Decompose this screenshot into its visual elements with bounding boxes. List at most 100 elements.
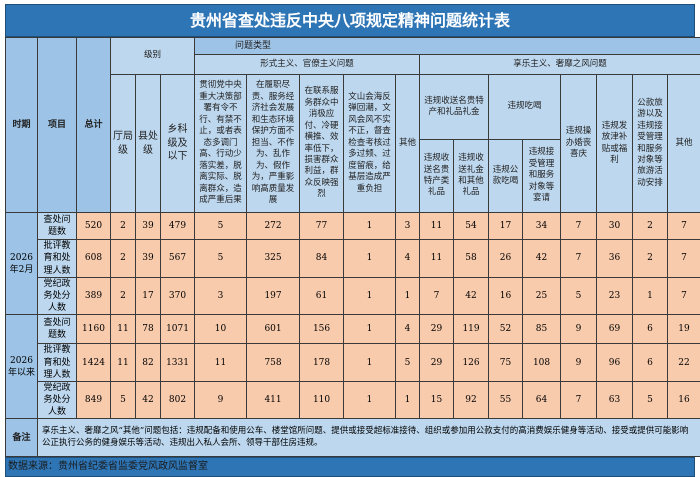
value-cell: 92 (454, 381, 489, 418)
value-cell: 7 (561, 213, 597, 240)
value-cell: 36 (597, 240, 633, 278)
value-cell: 17 (136, 278, 161, 315)
header-gift-group: 违规收送名贵特产和礼品礼金 (420, 75, 489, 140)
value-cell: 2 (633, 240, 668, 278)
value-cell: 758 (247, 344, 300, 381)
value-cell: 29 (420, 344, 454, 381)
header-meal-col-1: 违规公款吃喝 (489, 140, 523, 213)
header-formalism: 形式主义、官僚主义问题 (195, 55, 420, 75)
header-level-township: 乡科级及以下 (161, 75, 195, 213)
value-cell: 11 (420, 213, 454, 240)
value-cell: 601 (247, 315, 300, 344)
note-label: 备注 (6, 419, 38, 457)
value-cell: 1071 (161, 315, 195, 344)
header-formalism-col-1: 贯彻党中央重大决策部署有令不行、有禁不止，或者表态多调门高、行动少落实差，脱离实… (195, 75, 247, 213)
value-cell: 272 (247, 213, 300, 240)
header-formalism-col-3: 在联系服务群众中消极应付、冷硬横推、效率低下，损害群众利益，群众反映强烈 (300, 75, 344, 213)
value-cell: 64 (523, 381, 561, 418)
value-cell: 10 (195, 315, 247, 344)
value-cell: 5 (195, 213, 247, 240)
header-meal-group: 违规吃喝 (489, 75, 561, 140)
value-cell: 78 (136, 315, 161, 344)
value-cell: 110 (300, 381, 344, 418)
value-cell: 1 (344, 315, 396, 344)
value-cell: 849 (77, 381, 111, 418)
value-cell: 96 (597, 344, 633, 381)
value-cell: 802 (161, 381, 195, 418)
header-formalism-col-4: 文山会海反弹回潮，文风会风不实不正，督查检查考核过多过频、过度留痕，给基层造成严… (344, 75, 396, 213)
header-meal-col-2: 违规接受管理和服务对象等宴请 (523, 140, 561, 213)
header-hedonism-col-subsidy: 违规发放津补贴或福利 (597, 75, 633, 213)
value-cell: 411 (247, 381, 300, 418)
value-cell: 19 (668, 315, 700, 344)
header-hedonism: 享乐主义、奢靡之风问题 (420, 55, 700, 75)
value-cell: 9 (561, 344, 597, 381)
period-cell: 2026年2月 (6, 213, 38, 315)
header-hedonism-col-wedding: 违规操办婚丧喜庆 (561, 75, 597, 213)
value-cell: 6 (633, 344, 668, 381)
header-hedonism-col-travel: 公款旅游以及违规接受管理和服务对象等旅游活动安排 (633, 75, 668, 213)
header-level-county: 县处级 (136, 75, 161, 213)
header-level-bureau: 厅局级 (111, 75, 136, 213)
value-cell: 61 (300, 278, 344, 315)
header-hedonism-other: 其他 (668, 75, 700, 213)
value-cell: 16 (668, 381, 700, 418)
value-cell: 1 (396, 278, 420, 315)
value-cell: 479 (161, 213, 195, 240)
value-cell: 29 (420, 315, 454, 344)
value-cell: 11 (420, 240, 454, 278)
value-cell: 42 (454, 278, 489, 315)
item-cell: 党纪政务处分人数 (38, 278, 77, 315)
value-cell: 26 (489, 240, 523, 278)
value-cell: 7 (561, 381, 597, 418)
value-cell: 1 (344, 278, 396, 315)
value-cell: 389 (77, 278, 111, 315)
value-cell: 370 (161, 278, 195, 315)
value-cell: 1 (633, 278, 668, 315)
value-cell: 4 (396, 315, 420, 344)
item-cell: 党纪政务处分人数 (38, 381, 77, 418)
value-cell: 7 (561, 240, 597, 278)
header-level: 级别 (111, 38, 195, 75)
note-text: 享乐主义、奢靡之风“其他”问题包括：违规配备和使用公车、楼堂馆所问题、提供或接受… (38, 419, 700, 457)
value-cell: 3 (195, 278, 247, 315)
value-cell: 16 (489, 278, 523, 315)
item-cell: 批评教育和处理人数 (38, 344, 77, 381)
value-cell: 5 (111, 381, 136, 418)
value-cell: 39 (136, 213, 161, 240)
value-cell: 178 (300, 344, 344, 381)
value-cell: 55 (489, 381, 523, 418)
data-source: 数据来源：贵州省纪委省监委党风政风监督室 (5, 457, 695, 477)
value-cell: 6 (633, 315, 668, 344)
value-cell: 34 (523, 213, 561, 240)
value-cell: 1331 (161, 344, 195, 381)
value-cell: 197 (247, 278, 300, 315)
value-cell: 1 (396, 381, 420, 418)
value-cell: 520 (77, 213, 111, 240)
value-cell: 82 (136, 344, 161, 381)
value-cell: 156 (300, 315, 344, 344)
value-cell: 7 (668, 240, 700, 278)
header-period: 时期 (6, 38, 38, 213)
item-cell: 批评教育和处理人数 (38, 240, 77, 278)
value-cell: 77 (300, 213, 344, 240)
value-cell: 119 (454, 315, 489, 344)
stats-table: 时期 项目 总计 级别 问题类型 形式主义、官僚主义问题 享乐主义、奢靡之风问题… (5, 37, 700, 457)
value-cell: 7 (668, 278, 700, 315)
value-cell: 4 (396, 240, 420, 278)
value-cell: 1424 (77, 344, 111, 381)
value-cell: 108 (523, 344, 561, 381)
value-cell: 1160 (77, 315, 111, 344)
stats-table-container: 贵州省查处违反中央八项规定精神问题统计表 时期 项目 总计 级别 问题类型 形式… (5, 4, 695, 477)
value-cell: 42 (136, 381, 161, 418)
value-cell: 1 (344, 213, 396, 240)
value-cell: 9 (561, 315, 597, 344)
value-cell: 3 (396, 213, 420, 240)
value-cell: 17 (489, 213, 523, 240)
value-cell: 11 (111, 344, 136, 381)
value-cell: 5 (195, 240, 247, 278)
value-cell: 1 (344, 240, 396, 278)
